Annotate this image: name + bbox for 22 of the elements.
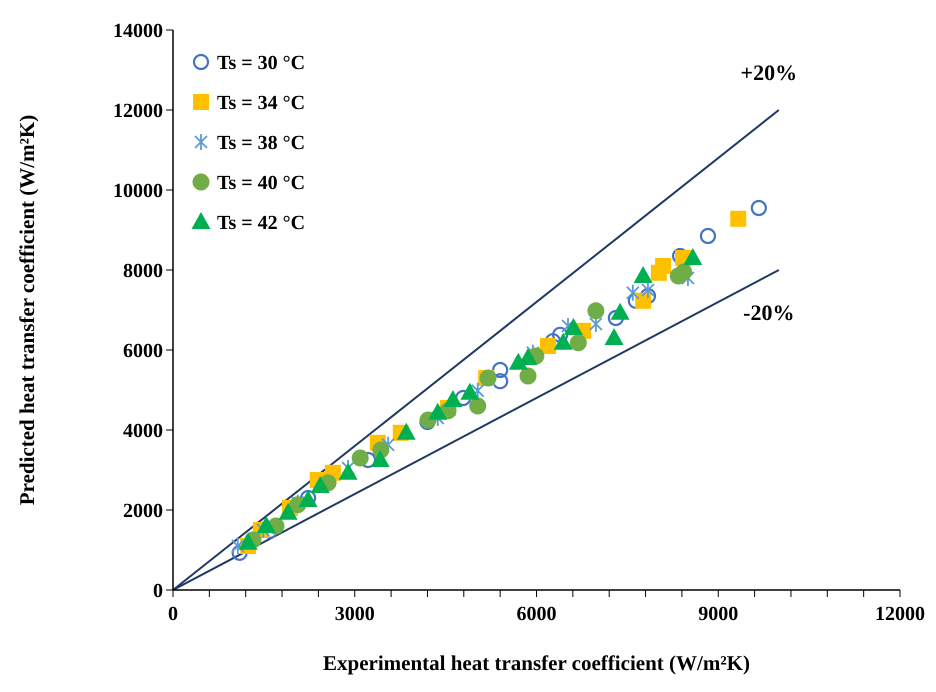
annotation: +20% (740, 60, 798, 85)
legend-label: Ts = 40 °C (217, 172, 306, 194)
y-axis-title: Predicted heat transfer coefficient (W/m²K) (15, 114, 39, 506)
y-tick-label: 2000 (123, 500, 163, 522)
y-tick-label: 12000 (113, 100, 163, 122)
x-axis-title: Experimental heat transfer coefficient (W/m²K) (323, 651, 750, 675)
y-tick-label: 4000 (123, 420, 163, 442)
y-tick-label: 14000 (113, 20, 163, 42)
legend-label: Ts = 42 °C (217, 212, 306, 234)
annotation: -20% (743, 300, 794, 325)
x-tick-label: 12000 (875, 603, 925, 625)
y-tick-label: 6000 (123, 340, 163, 362)
legend-label: Ts = 34 °C (217, 92, 306, 114)
y-tick-label: 0 (153, 580, 163, 602)
x-tick-label: 6000 (516, 603, 556, 625)
x-tick-label: 0 (168, 603, 178, 625)
x-tick-label: 3000 (334, 603, 375, 625)
y-tick-label: 8000 (123, 260, 163, 282)
legend-label: Ts = 38 °C (217, 132, 306, 154)
y-tick-label: 10000 (113, 180, 163, 202)
x-tick-label: 9000 (698, 603, 738, 625)
legend-label: Ts = 30 °C (217, 52, 306, 74)
